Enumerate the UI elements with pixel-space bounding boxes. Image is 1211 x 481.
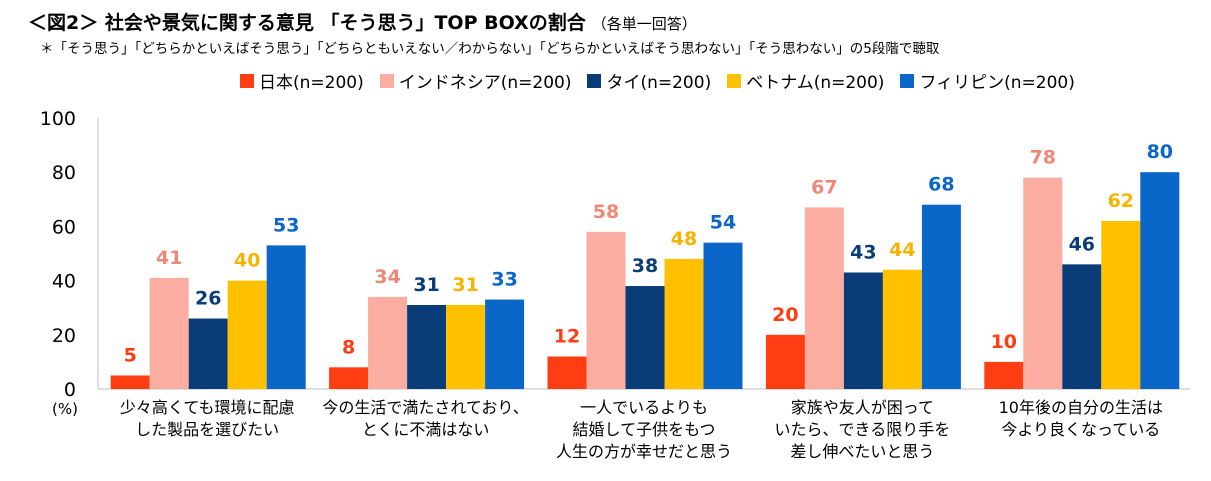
bar-value-label: 80 (1147, 141, 1173, 163)
bar-value-label: 44 (889, 239, 915, 261)
bar (703, 242, 743, 389)
bar (1062, 264, 1102, 389)
bar (882, 269, 922, 389)
y-axis-unit-label: (%) (52, 400, 78, 418)
bar-value-label: 58 (593, 201, 619, 223)
bar-value-label: 62 (1108, 190, 1134, 212)
x-category-label: 一人でいるよりも 結婚して子供をもつ 人生の方が幸せだと思う (555, 398, 732, 461)
bar-value-label: 33 (491, 269, 517, 291)
y-tick-label: 80 (52, 162, 76, 184)
legend-label: ベトナム(n=200) (746, 73, 885, 93)
bar-value-label: 46 (1069, 233, 1095, 255)
x-category-label: 少々高くても環境に配慮 した製品を選びたい (119, 398, 295, 439)
legend-item: ベトナム(n=200) (727, 68, 884, 93)
legend-swatch (587, 73, 602, 88)
x-category-label: 10年後の自分の生活は 今より良くなっている (998, 398, 1163, 439)
bar (625, 286, 665, 389)
bar-value-label: 5 (124, 344, 137, 366)
legend-item: タイ(n=200) (587, 68, 711, 93)
bar-value-label: 12 (554, 325, 580, 347)
legend-swatch (727, 73, 742, 88)
bar-value-label: 40 (234, 250, 260, 272)
y-tick-label: 20 (52, 325, 76, 347)
bar (586, 231, 626, 389)
bar-value-label: 10 (991, 331, 1017, 353)
bar (149, 277, 189, 389)
chart-title-text: ＜図2＞ 社会や景気に関する意見 「そう思う」TOP BOXの割合 (28, 12, 586, 34)
bar (765, 334, 805, 389)
legend-label: インドネシア(n=200) (398, 73, 572, 93)
legend-swatch (240, 73, 254, 88)
chart-title: ＜図2＞ 社会や景気に関する意見 「そう思う」TOP BOXの割合 （各単一回答） (28, 8, 697, 35)
bar-value-label: 43 (850, 241, 876, 263)
bar (368, 296, 408, 389)
bar-value-label: 68 (928, 174, 954, 196)
bar (804, 207, 844, 389)
bar (1023, 177, 1063, 389)
y-tick-label: 0 (64, 379, 76, 401)
bar (188, 318, 228, 389)
chart-legend: 日本(n=200) インドネシア(n=200) タイ(n=200) ベトナム(n=20… (240, 68, 1075, 93)
legend-label: タイ(n=200) (606, 73, 712, 93)
x-category-label: 今の生活で満たされており、 とくに不満はない (322, 398, 529, 439)
bar (664, 258, 704, 389)
bar (227, 280, 267, 389)
bar (446, 304, 486, 389)
bar-value-label: 31 (413, 274, 439, 296)
y-tick-label: 40 (52, 271, 76, 293)
bar (485, 299, 525, 389)
bar-value-label: 53 (273, 214, 299, 236)
bar (329, 367, 369, 389)
bar-value-label: 8 (342, 336, 355, 358)
legend-item: インドネシア(n=200) (379, 68, 572, 93)
bar-value-label: 20 (772, 304, 798, 326)
bar-value-label: 26 (195, 288, 221, 310)
bar-value-label: 31 (452, 274, 478, 296)
bar-value-label: 38 (632, 255, 658, 277)
bar-value-label: 67 (811, 176, 837, 198)
bar-value-label: 54 (710, 212, 736, 234)
chart-title-note: （各単一回答） (591, 15, 697, 33)
bar (547, 356, 587, 389)
bar-value-label: 78 (1030, 147, 1056, 169)
legend-swatch (900, 73, 915, 88)
legend-item: フィリピン(n=200) (900, 68, 1075, 93)
bar (110, 375, 150, 389)
legend-label: 日本(n=200) (259, 73, 364, 93)
bar (1101, 220, 1141, 389)
bar-value-label: 41 (156, 247, 182, 269)
chart-subtitle: ＊「そう思う」「どちらかといえばそう思う」「どちらともいえない／わからない」「ど… (40, 41, 940, 57)
bar-value-label: 48 (671, 228, 697, 250)
bar-value-label: 34 (374, 266, 400, 288)
y-tick-label: 100 (40, 108, 76, 130)
bar (407, 304, 447, 389)
legend-swatch (379, 73, 394, 88)
legend-label: フィリピン(n=200) (919, 73, 1075, 93)
x-category-label: 家族や友人が困って いたら、できる限り手を 差し伸べたいと思う (774, 398, 951, 461)
y-tick-label: 60 (52, 216, 76, 238)
bar (266, 245, 306, 389)
bar (1140, 172, 1180, 389)
legend-item: 日本(n=200) (240, 68, 364, 93)
bar (984, 361, 1024, 389)
bar (843, 272, 883, 389)
bar (921, 204, 961, 389)
